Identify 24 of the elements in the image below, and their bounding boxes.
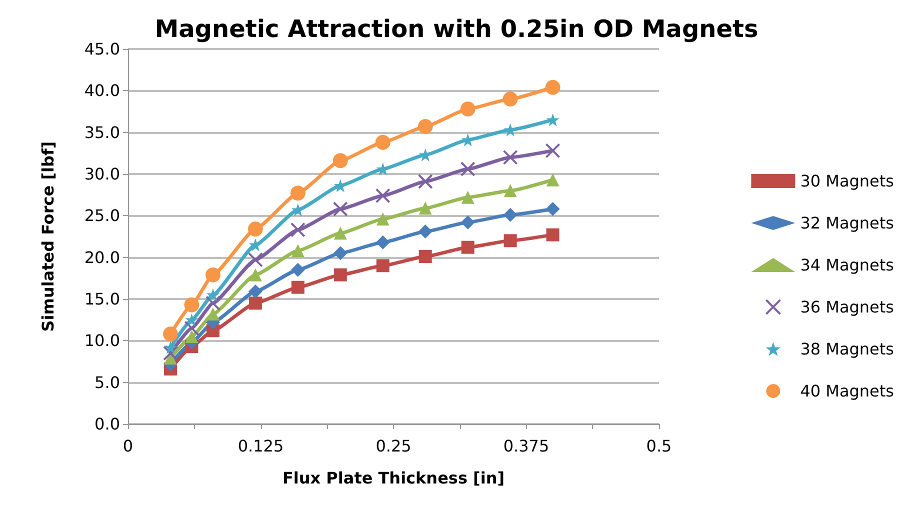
legend-label: 34 Magnets <box>800 256 894 274</box>
legend-label: 32 Magnets <box>800 214 894 232</box>
x-tick-label: 0.25 <box>376 436 412 456</box>
legend-label: 30 Magnets <box>800 172 894 190</box>
y-axis-title: Simulated Force [lbf] <box>38 141 58 332</box>
y-tick-label: 20.0 <box>84 248 120 267</box>
y-tick-label: 10.0 <box>84 331 120 350</box>
x-tick-label: 0 <box>122 436 134 456</box>
y-tick-label: 30.0 <box>84 164 120 184</box>
x-tick-label: 0.375 <box>503 436 550 456</box>
y-tick-label: 35.0 <box>84 122 120 142</box>
y-tick-label: 45.0 <box>84 40 120 58</box>
x-tick-label: 0.5 <box>646 436 672 456</box>
legend-label: 38 Magnets <box>800 340 894 358</box>
legend-label: 40 Magnets <box>800 382 894 400</box>
chart-title: Magnetic Attraction with 0.25in OD Magnets <box>154 15 758 43</box>
y-tick-label: 15.0 <box>84 290 120 308</box>
y-tick-label: 25.0 <box>84 206 120 226</box>
y-tick-label: 40.0 <box>84 81 120 100</box>
x-tick-label: 0.125 <box>238 436 284 456</box>
y-tick-label: 5.0 <box>94 372 120 392</box>
x-axis-title: Flux Plate Thickness [in] <box>282 468 505 488</box>
legend-label: 36 Magnets <box>800 298 894 316</box>
y-tick-label: 0.0 <box>94 414 120 434</box>
